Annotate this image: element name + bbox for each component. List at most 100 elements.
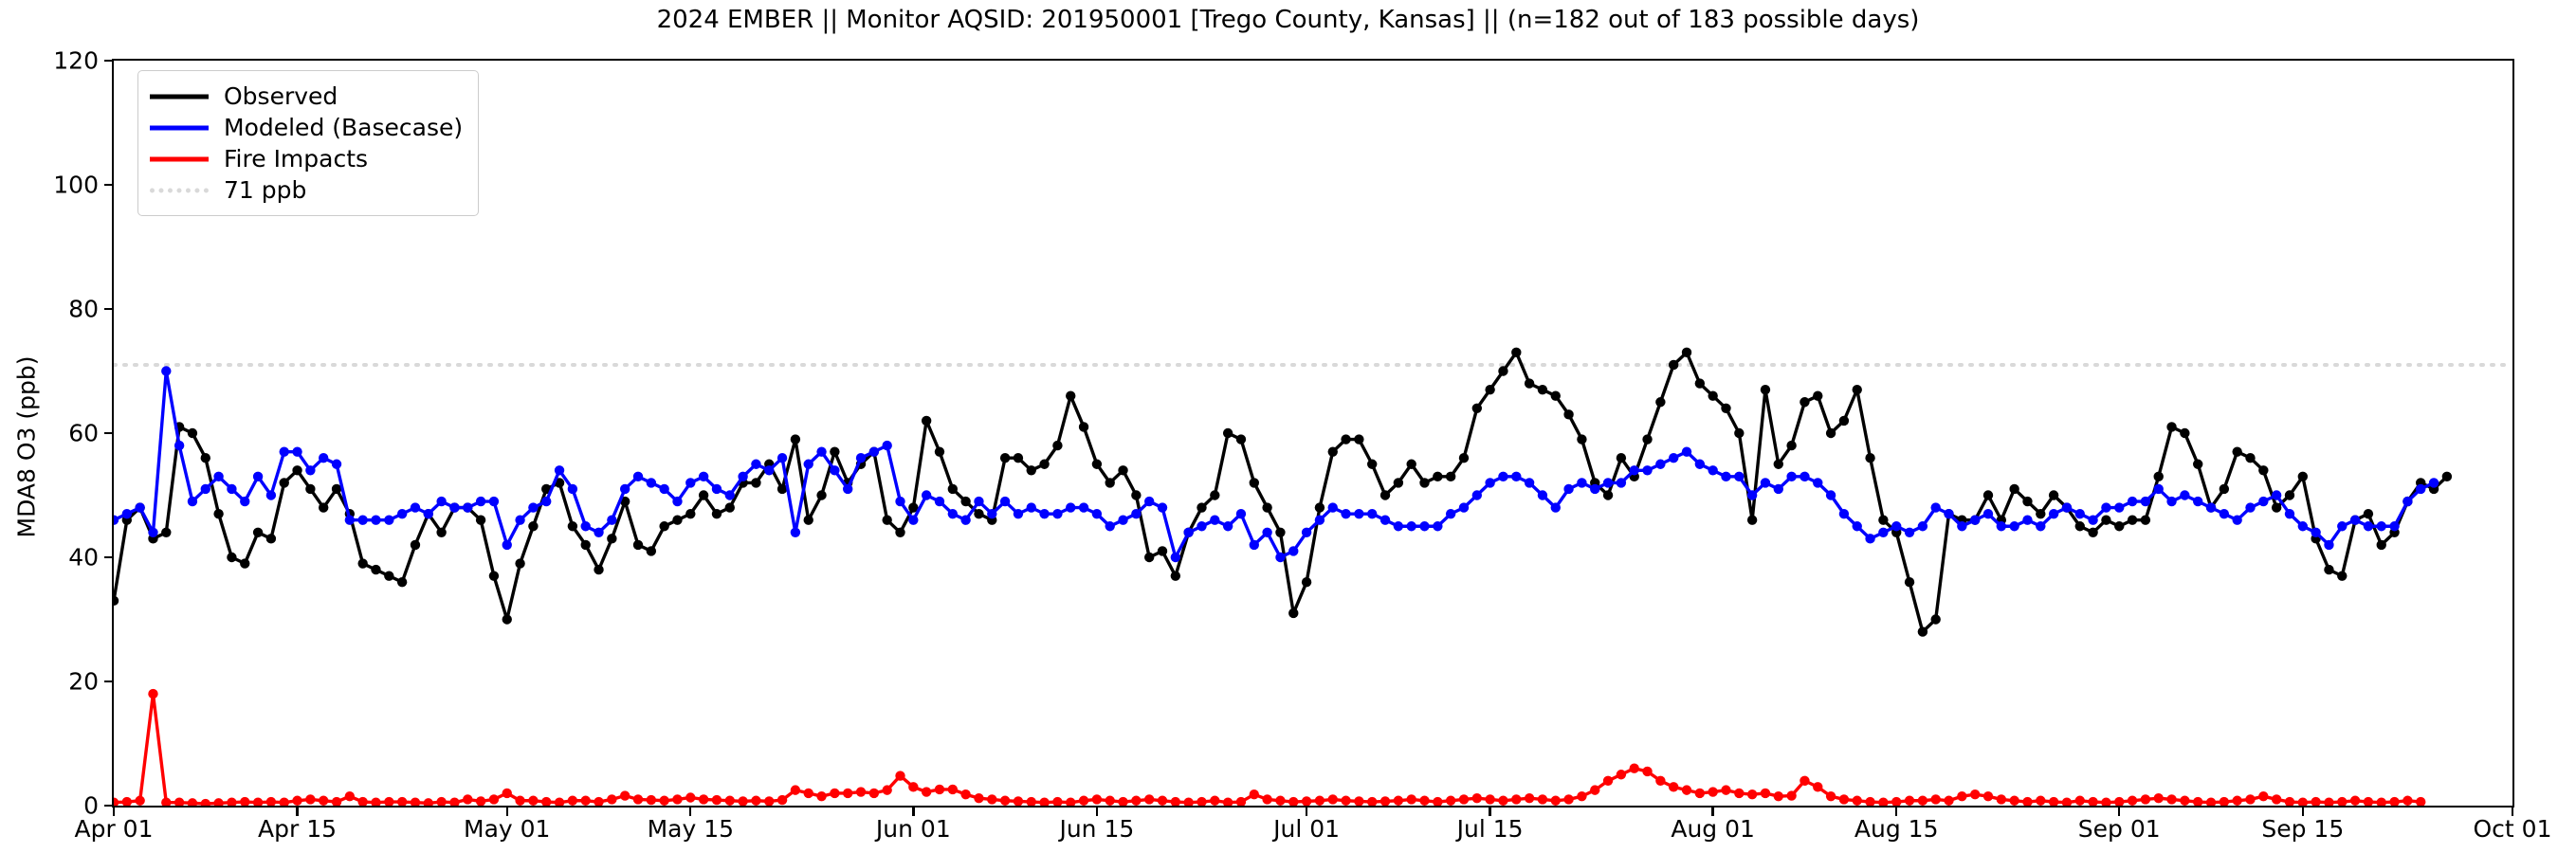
data-point [698, 794, 709, 805]
data-point [305, 465, 316, 476]
data-point [2140, 496, 2151, 507]
data-point [1917, 795, 1928, 806]
data-point [227, 552, 237, 563]
data-point [2101, 797, 2111, 806]
data-point [2337, 796, 2348, 806]
data-point [999, 795, 1011, 806]
y-axis-tick-mark [104, 183, 113, 187]
data-point [227, 483, 237, 495]
data-point [1760, 384, 1771, 395]
chart-title: 2024 EMBER || Monitor AQSID: 201950001 [… [656, 6, 1920, 34]
data-point [331, 796, 342, 806]
data-point [1288, 796, 1299, 806]
data-point [1170, 571, 1181, 581]
data-point [1143, 496, 1155, 507]
data-point [1878, 515, 1889, 525]
data-point [2022, 496, 2033, 507]
data-point [1550, 795, 1561, 806]
data-point [1760, 478, 1771, 488]
data-point [528, 795, 539, 806]
data-point [1957, 521, 1967, 532]
data-point [830, 446, 840, 457]
data-point [607, 794, 617, 805]
data-point [1026, 502, 1036, 513]
legend-item[interactable]: Modeled (Basecase) [150, 112, 463, 143]
data-point [1485, 384, 1495, 395]
data-point [1105, 521, 1115, 532]
data-point [2324, 797, 2334, 806]
data-point [1838, 794, 1850, 805]
data-point [1498, 795, 1508, 806]
data-point [790, 434, 801, 445]
x-axis-tick-mark [1489, 808, 1491, 816]
data-point [319, 502, 329, 513]
data-point [423, 508, 433, 519]
data-point [2022, 515, 2033, 525]
data-point [1197, 521, 1207, 532]
y-axis-tick-mark [104, 307, 113, 311]
plot-area [112, 59, 2514, 808]
data-point [148, 688, 158, 699]
data-point [279, 446, 289, 457]
data-point [1183, 527, 1194, 537]
data-point [1026, 796, 1036, 806]
data-point [580, 521, 591, 532]
data-point [1708, 787, 1718, 797]
data-point [436, 496, 447, 507]
data-point [1249, 789, 1259, 800]
x-axis-tick-mark [2118, 808, 2121, 816]
data-point [594, 564, 604, 575]
legend-item[interactable]: 71 ppb [150, 174, 463, 206]
data-point [934, 496, 945, 507]
legend-swatch-icon [150, 117, 209, 139]
data-point [1917, 521, 1928, 532]
data-point [357, 558, 368, 569]
data-point [1668, 453, 1679, 463]
data-point [2127, 496, 2138, 507]
data-point [2324, 539, 2334, 551]
data-point [1800, 775, 1810, 786]
y-axis-tick-label: 120 [53, 46, 99, 75]
data-point [2271, 502, 2282, 513]
data-point [488, 571, 500, 581]
data-point [1301, 796, 1312, 806]
data-point [580, 795, 591, 806]
legend-item[interactable]: Fire Impacts [150, 143, 463, 174]
data-point [999, 496, 1011, 507]
data-point [2114, 521, 2125, 532]
data-point [855, 453, 867, 463]
data-point [1721, 471, 1731, 482]
data-point [1865, 453, 1875, 463]
data-point [292, 465, 302, 476]
data-point [2428, 478, 2439, 488]
data-point [1433, 471, 1443, 482]
data-point [2232, 795, 2242, 806]
data-point [449, 502, 460, 513]
data-point [2416, 796, 2426, 806]
data-point [2036, 521, 2046, 532]
data-point [174, 797, 185, 806]
data-point [161, 797, 172, 806]
data-point [410, 502, 421, 513]
data-point [2101, 515, 2111, 525]
data-point [724, 502, 735, 513]
data-point [1773, 459, 1783, 469]
legend-item[interactable]: Observed [150, 81, 463, 112]
data-point [2048, 508, 2059, 519]
data-point [934, 446, 945, 457]
data-point [1406, 459, 1416, 469]
data-point [659, 521, 669, 532]
data-point [2297, 797, 2308, 806]
data-point [908, 782, 919, 792]
data-point [1367, 508, 1378, 519]
data-point [410, 797, 421, 806]
series-line [114, 351, 2449, 634]
series-observed [114, 347, 2453, 637]
x-axis-tick-label: Aug 01 [1671, 815, 1755, 843]
series-fire-impacts [114, 688, 2426, 806]
data-point [790, 527, 801, 537]
data-point [2219, 508, 2230, 519]
data-point [1066, 797, 1076, 806]
data-point [1694, 788, 1706, 799]
data-point [1694, 459, 1706, 469]
